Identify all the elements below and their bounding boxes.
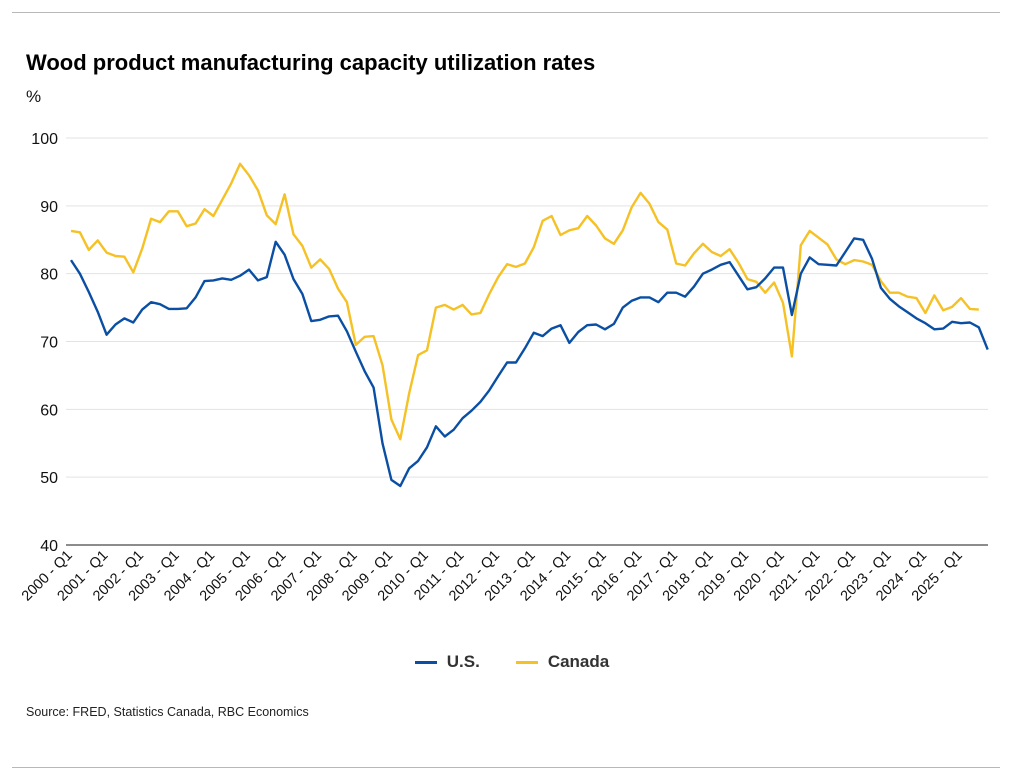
y-tick-label: 80	[40, 267, 58, 284]
legend: U.S. Canada	[0, 652, 1024, 672]
source-note: Source: FRED, Statistics Canada, RBC Eco…	[26, 705, 309, 719]
y-tick-label: 40	[40, 538, 58, 555]
legend-label-us: U.S.	[446, 652, 480, 671]
y-axis-unit-label: %	[26, 87, 42, 106]
chart-title: Wood product manufacturing capacity util…	[26, 50, 596, 75]
legend-swatch-us	[414, 660, 437, 664]
legend-item-canada: Canada	[515, 652, 610, 672]
y-tick-label: 70	[40, 335, 58, 352]
y-tick-label: 60	[40, 402, 58, 419]
series-line-canada	[70, 162, 979, 441]
legend-swatch-canada	[515, 660, 538, 664]
y-tick-label: 50	[40, 470, 58, 487]
top-rule	[12, 12, 1000, 13]
legend-item-us: U.S.	[414, 652, 480, 672]
series-line-us	[69, 237, 989, 488]
y-tick-label: 90	[40, 199, 58, 216]
bottom-rule	[12, 767, 1000, 768]
legend-label-canada: Canada	[547, 652, 610, 671]
y-tick-label: 100	[31, 131, 58, 148]
